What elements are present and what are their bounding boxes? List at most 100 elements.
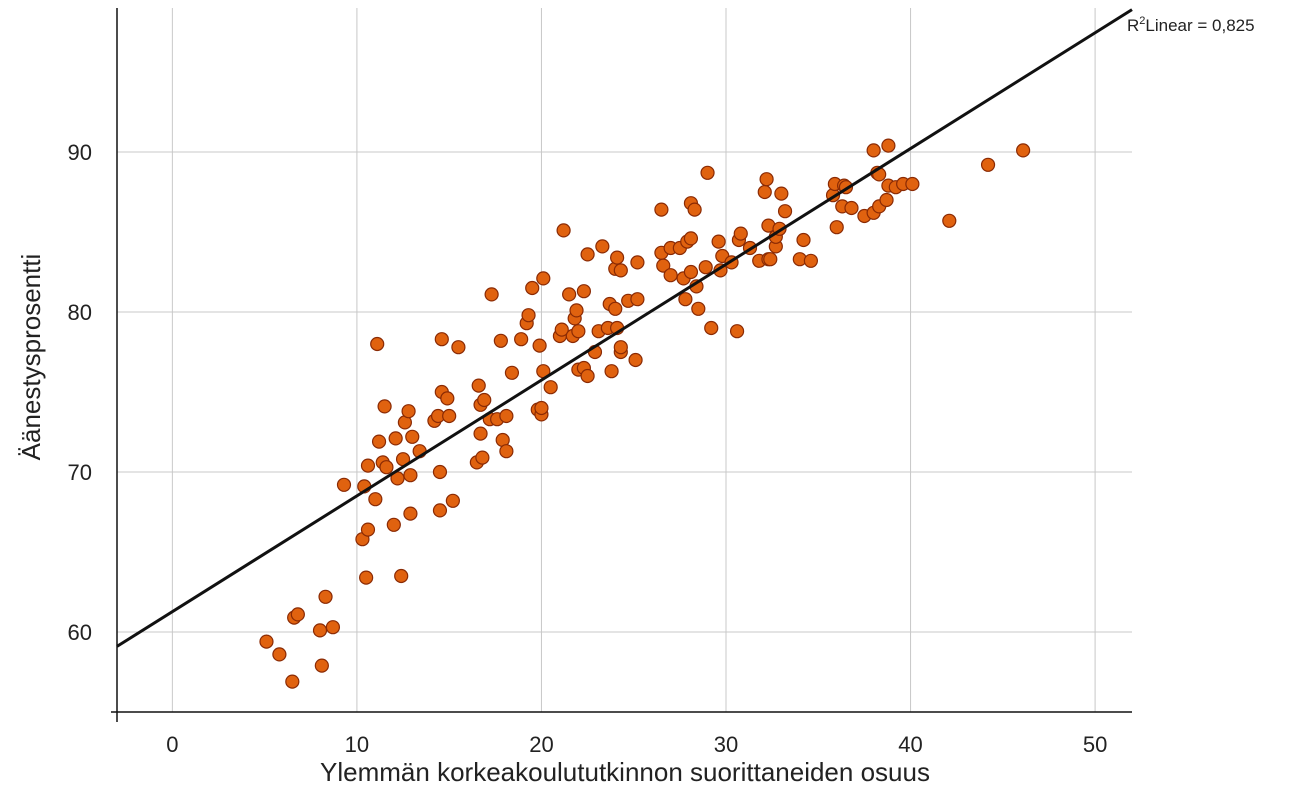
data-point (613, 263, 628, 278)
data-point (562, 287, 577, 302)
regression-line (116, 8, 1133, 648)
data-point (475, 450, 490, 465)
axes (111, 8, 1132, 722)
data-point (386, 517, 401, 532)
data-point (377, 399, 392, 414)
data-point (663, 268, 678, 283)
data-point (683, 264, 699, 280)
data-point (905, 176, 920, 192)
data-point (763, 252, 778, 267)
data-point (844, 200, 859, 216)
data-points (259, 138, 1031, 689)
data-point (368, 492, 383, 507)
data-point (534, 400, 549, 416)
data-point (942, 213, 957, 228)
x-tick-label: 50 (1083, 732, 1107, 757)
data-point (504, 365, 520, 380)
data-point (440, 391, 455, 406)
data-point (774, 186, 789, 201)
x-tick-label: 30 (714, 732, 738, 757)
data-point (711, 234, 726, 249)
data-point (336, 477, 352, 492)
y-tick-label: 80 (68, 300, 92, 325)
y-axis-title: Äänestysprosentti (16, 254, 46, 461)
data-point (484, 287, 499, 302)
data-point (654, 202, 669, 217)
data-point (608, 301, 623, 316)
data-point (403, 506, 418, 521)
data-point (405, 429, 420, 444)
gridlines (117, 8, 1132, 712)
x-tick-label: 10 (345, 732, 369, 757)
data-point (432, 464, 448, 480)
data-point (881, 138, 896, 153)
data-point (683, 231, 699, 246)
data-point (571, 324, 586, 339)
data-point (434, 332, 449, 347)
data-point (370, 336, 385, 352)
data-point (532, 338, 547, 353)
data-point (493, 333, 508, 348)
data-point (576, 284, 592, 299)
data-point (290, 607, 305, 622)
r2-label-sup: 2 (1139, 15, 1145, 27)
data-point (678, 292, 693, 307)
data-point (525, 280, 540, 296)
data-point (980, 157, 996, 172)
data-point (514, 332, 529, 347)
data-point (610, 250, 625, 265)
data-point (604, 364, 619, 379)
data-point (359, 570, 374, 585)
data-point (312, 623, 328, 638)
r2-label-rest: Linear = 0,825 (1145, 16, 1254, 35)
data-point (272, 647, 287, 662)
data-point (432, 503, 448, 518)
data-point (554, 322, 569, 337)
r2-linear-label: R2Linear = 0,825 (1127, 15, 1255, 35)
data-point (704, 320, 719, 336)
x-tick-label: 20 (529, 732, 553, 757)
data-point (580, 368, 595, 384)
data-point (700, 165, 715, 180)
data-point (451, 340, 466, 355)
data-point (733, 226, 748, 241)
data-point (630, 292, 645, 307)
y-tick-label: 60 (68, 620, 92, 645)
data-point (729, 324, 745, 339)
data-point (473, 426, 488, 441)
y-tick-label: 90 (68, 140, 92, 165)
data-point (595, 239, 610, 254)
data-point (628, 352, 643, 368)
data-point (569, 303, 584, 318)
regression-line-group (116, 8, 1133, 648)
data-point (1016, 143, 1031, 158)
x-axis-title: Ylemmän korkeakoulututkinnon suorittanei… (320, 757, 930, 787)
data-point (521, 308, 536, 323)
data-point (394, 568, 409, 584)
data-point (759, 172, 774, 187)
data-point (543, 380, 558, 395)
x-tick-label: 40 (898, 732, 922, 757)
data-point (403, 468, 418, 483)
data-point (445, 493, 460, 508)
data-point (656, 258, 671, 273)
data-point (580, 247, 595, 262)
data-point (325, 620, 341, 635)
data-point (630, 255, 645, 270)
data-point (777, 204, 793, 219)
tick-labels: 0 10 20 30 40 50 60 70 80 90 (68, 140, 1108, 757)
data-point (318, 589, 333, 604)
x-tick-label: 0 (166, 732, 178, 757)
data-point (371, 434, 387, 449)
data-point (796, 232, 811, 248)
data-point (698, 260, 713, 275)
data-point (499, 408, 514, 424)
data-point (259, 634, 274, 649)
data-point (536, 271, 551, 286)
data-point (360, 522, 376, 537)
data-point (556, 223, 571, 238)
data-point (803, 253, 818, 268)
data-point (691, 301, 706, 316)
data-point (401, 404, 416, 419)
